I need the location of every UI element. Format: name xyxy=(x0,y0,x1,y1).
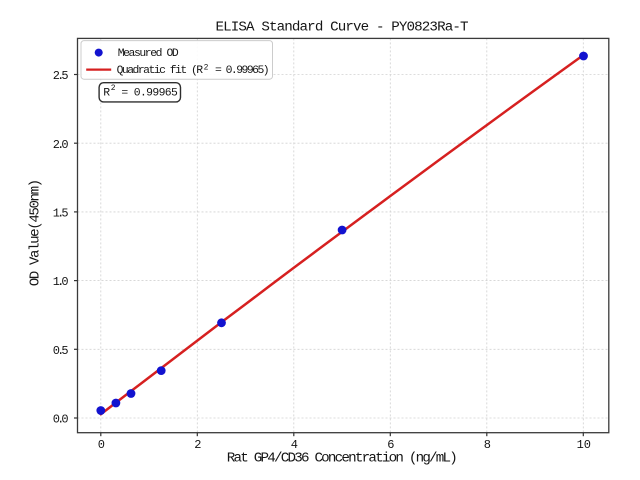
svg-text:ELISA Standard Curve - PY0823R: ELISA Standard Curve - PY0823Ra-T xyxy=(216,20,469,36)
svg-text:1.0: 1.0 xyxy=(53,275,69,289)
svg-text:= 0.99965): = 0.99965) xyxy=(215,65,270,77)
svg-text:0.0: 0.0 xyxy=(53,413,69,427)
svg-text:= 0.99965: = 0.99965 xyxy=(121,87,178,99)
svg-text:0.5: 0.5 xyxy=(53,344,69,358)
svg-text:OD Value(450nm): OD Value(450nm) xyxy=(27,179,43,287)
svg-text:10: 10 xyxy=(577,438,591,452)
svg-text:2: 2 xyxy=(204,63,209,72)
svg-text:4: 4 xyxy=(291,438,298,452)
svg-text:R: R xyxy=(103,87,110,99)
svg-text:2.5: 2.5 xyxy=(53,69,69,83)
svg-text:2.0: 2.0 xyxy=(53,138,69,152)
svg-text:6: 6 xyxy=(387,438,394,452)
svg-text:0: 0 xyxy=(98,438,105,452)
svg-text:Rat GP4/CD36 Concentration (ng: Rat GP4/CD36 Concentration (ng/mL) xyxy=(227,451,458,467)
svg-text:Measured OD: Measured OD xyxy=(118,48,179,60)
svg-text:8: 8 xyxy=(484,438,491,452)
svg-text:2: 2 xyxy=(111,84,116,93)
svg-text:2: 2 xyxy=(194,438,201,452)
svg-text:1.5: 1.5 xyxy=(53,207,69,221)
svg-text:Quadratic fit (R: Quadratic fit (R xyxy=(117,65,204,77)
